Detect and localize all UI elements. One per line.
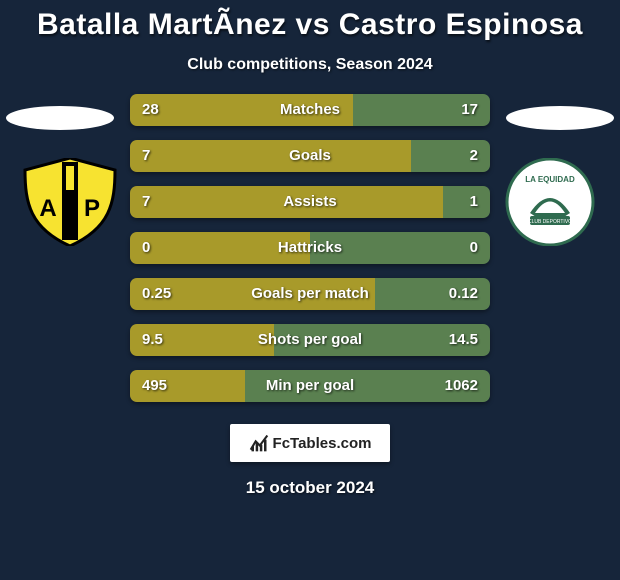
stat-value-right: 1062 (433, 370, 490, 402)
stat-row: 00Hattricks (130, 232, 490, 264)
stat-value-left: 495 (130, 370, 179, 402)
stat-value-right: 1 (458, 186, 490, 218)
svg-text:P: P (84, 195, 100, 222)
stat-row: 72Goals (130, 140, 490, 172)
player-photo-placeholder-left (6, 106, 114, 130)
stat-value-right: 0 (458, 232, 490, 264)
svg-text:A: A (39, 195, 56, 222)
bar-fill-left (130, 186, 443, 218)
stat-value-right: 2 (458, 140, 490, 172)
stat-value-left: 28 (130, 94, 171, 126)
subtitle: Club competitions, Season 2024 (0, 56, 620, 74)
stat-value-right: 0.12 (437, 278, 490, 310)
stat-row: 2817Matches (130, 94, 490, 126)
stat-value-left: 0.25 (130, 278, 183, 310)
date-text: 15 october 2024 (0, 478, 620, 498)
stat-row: 0.250.12Goals per match (130, 278, 490, 310)
stat-value-right: 14.5 (437, 324, 490, 356)
stat-value-right: 17 (449, 94, 490, 126)
bar-fill-left (130, 140, 411, 172)
team-badge-left: A P (20, 158, 120, 246)
stat-value-left: 9.5 (130, 324, 175, 356)
stat-bars: 2817Matches72Goals71Assists00Hattricks0.… (130, 94, 490, 402)
brand-text: FcTables.com (273, 435, 372, 452)
comparison-stage: A P LA EQUIDAD CLUB DEPORTIVO 2817Matche… (0, 94, 620, 402)
svg-text:CLUB DEPORTIVO: CLUB DEPORTIVO (528, 219, 572, 225)
stat-value-left: 7 (130, 186, 162, 218)
page-title: Batalla MartÃ­nez vs Castro Espinosa (0, 0, 620, 42)
stat-value-left: 7 (130, 140, 162, 172)
player-photo-placeholder-right (506, 106, 614, 130)
stat-value-left: 0 (130, 232, 162, 264)
stat-row: 71Assists (130, 186, 490, 218)
svg-text:LA EQUIDAD: LA EQUIDAD (525, 175, 575, 184)
brand-badge: FcTables.com (230, 424, 390, 462)
chart-icon (249, 433, 269, 453)
stat-row: 9.514.5Shots per goal (130, 324, 490, 356)
team-badge-right: LA EQUIDAD CLUB DEPORTIVO (500, 158, 600, 246)
stat-row: 4951062Min per goal (130, 370, 490, 402)
